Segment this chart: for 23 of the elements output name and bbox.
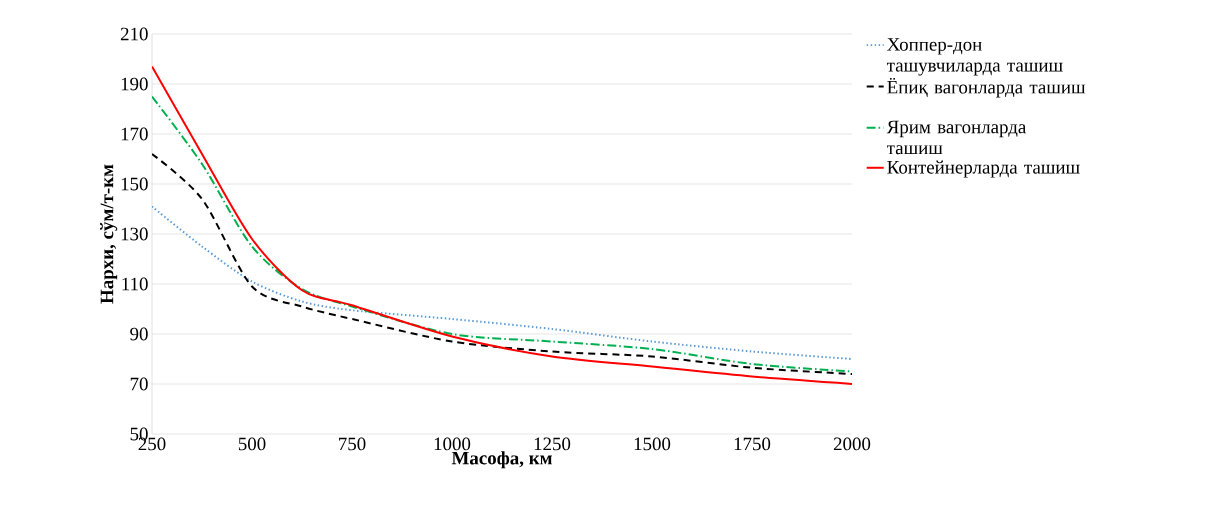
y-tick-label: 150 bbox=[121, 177, 148, 191]
y-tick-label: 210 bbox=[120, 27, 148, 41]
x-tick-label: 1000 bbox=[434, 437, 471, 451]
legend-label: Контейнерларда ташиш bbox=[887, 160, 1080, 178]
x-tick-label: 1500 bbox=[634, 437, 671, 451]
legend-label: Ярим вагонларда ташиш bbox=[886, 120, 1027, 155]
x-tick-label: 1750 bbox=[734, 437, 771, 451]
legend-label: Хоппер-дон ташувчиларда ташиш bbox=[886, 38, 1063, 76]
y-axis-title: Нархи, сўм/т-км bbox=[100, 164, 118, 304]
line-series bbox=[152, 153, 853, 375]
y-tick-label: 70 bbox=[130, 377, 148, 391]
x-tick-label: 750 bbox=[339, 437, 366, 451]
y-tick-label: 130 bbox=[121, 227, 148, 241]
x-axis-title: Масофа, км bbox=[451, 451, 552, 469]
line-series bbox=[152, 205, 853, 360]
x-tick-label: 1250 bbox=[534, 437, 571, 451]
legend-label: Ёпиқ вагонларда ташиш bbox=[887, 77, 1086, 98]
y-tick-label: 110 bbox=[122, 277, 148, 291]
x-tick-label: 500 bbox=[238, 437, 266, 451]
y-tick-label: 190 bbox=[121, 77, 148, 91]
y-tick-label: 170 bbox=[121, 127, 148, 141]
x-tick-label: 2000 bbox=[833, 437, 871, 451]
y-tick-label: 90 bbox=[130, 327, 148, 341]
